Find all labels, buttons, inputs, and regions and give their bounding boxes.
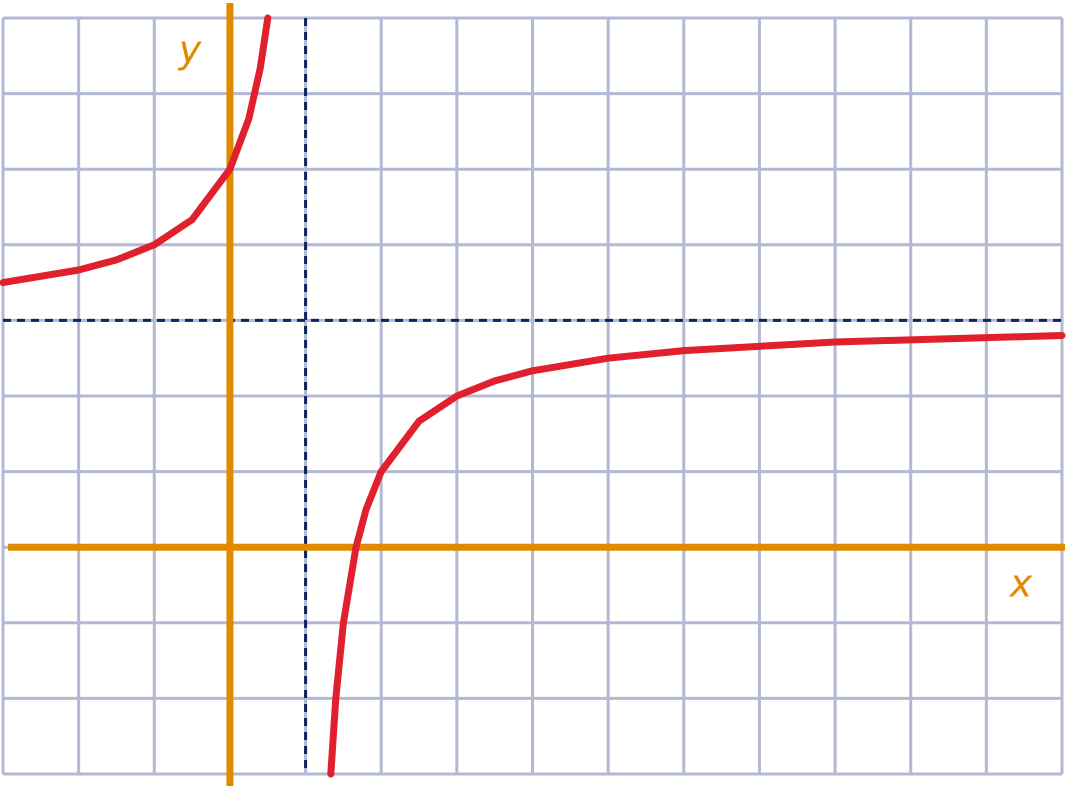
x-axis-label: x	[1009, 562, 1033, 606]
y-axis-label: y	[178, 28, 202, 72]
curve	[0, 14, 1066, 778]
